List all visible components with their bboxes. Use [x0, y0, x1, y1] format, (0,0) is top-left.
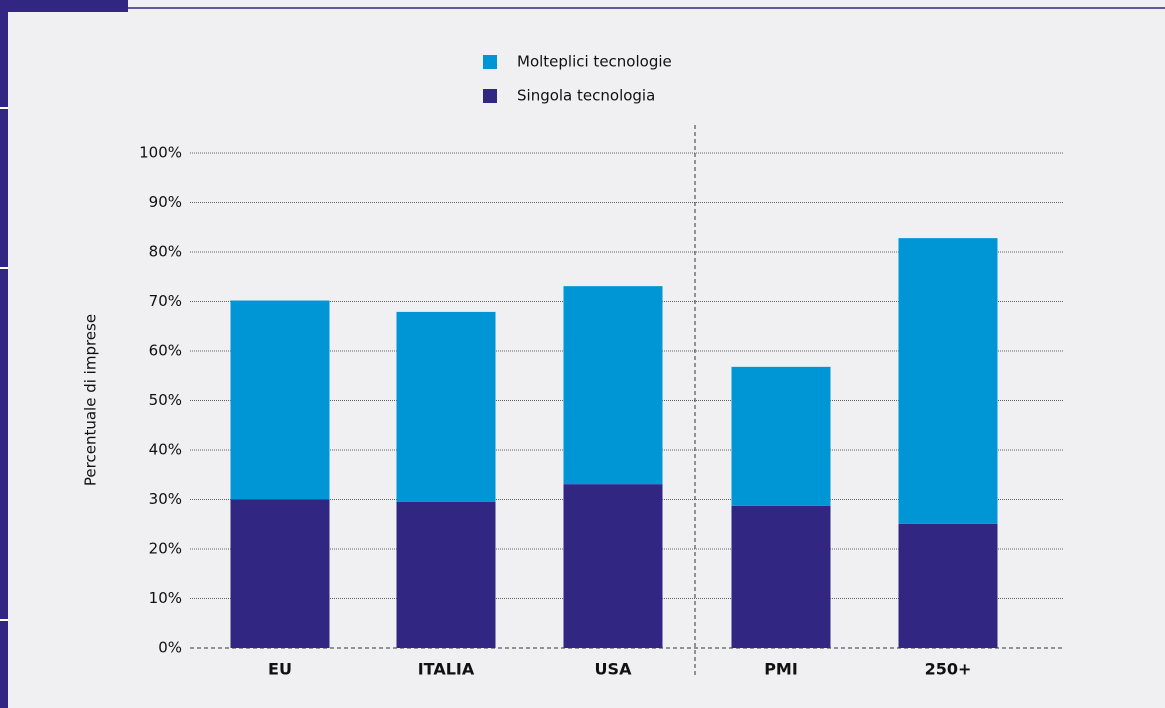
x-tick-label: PMI — [764, 660, 798, 679]
y-tick-label: 50% — [149, 391, 182, 409]
y-tick-label: 0% — [158, 639, 182, 657]
y-tick-label: 100% — [139, 144, 182, 162]
x-tick-label: ITALIA — [418, 660, 475, 679]
y-tick-label: 40% — [149, 441, 182, 459]
y-tick-label: 90% — [149, 193, 182, 211]
bar-segment — [731, 505, 831, 648]
side-strip — [0, 0, 8, 708]
x-tick-label: USA — [595, 660, 633, 679]
y-axis-label: Percentuale di imprese — [82, 314, 100, 486]
x-tick-label: EU — [268, 660, 292, 679]
legend-label: Molteplici tecnologie — [517, 53, 672, 71]
legend-swatch — [483, 89, 497, 103]
y-tick-label: 80% — [149, 243, 182, 261]
top-tab — [0, 0, 128, 12]
bar-segment — [230, 300, 330, 500]
bar-segment — [898, 523, 998, 648]
bar-segment — [396, 501, 496, 648]
bar-segment — [898, 238, 998, 524]
legend-label: Singola tecnologia — [517, 87, 655, 105]
legend-swatch — [483, 55, 497, 69]
strip-tick — [0, 107, 8, 109]
bar-segment — [731, 366, 831, 506]
y-tick-label: 20% — [149, 540, 182, 558]
bar-segment — [563, 484, 663, 648]
bar-segment — [396, 311, 496, 502]
strip-tick — [0, 267, 8, 269]
bar-segment — [230, 499, 330, 648]
strip-tick — [0, 619, 8, 621]
y-tick-label: 70% — [149, 292, 182, 310]
y-tick-label: 60% — [149, 342, 182, 360]
y-tick-label: 10% — [149, 589, 182, 607]
x-tick-label: 250+ — [925, 660, 972, 679]
y-tick-label: 30% — [149, 490, 182, 508]
bar-segment — [563, 286, 663, 485]
